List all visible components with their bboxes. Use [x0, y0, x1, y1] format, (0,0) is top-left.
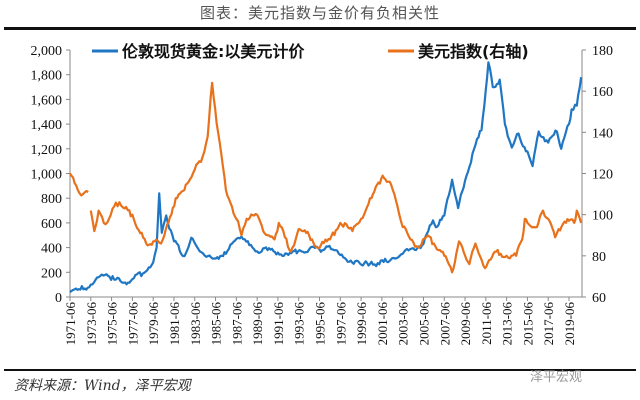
- x-tick-label: 1985-06: [209, 302, 224, 346]
- left-tick-label: 1,800: [31, 69, 63, 84]
- bottom-rule: [4, 369, 636, 371]
- left-tick-label: 1,400: [31, 118, 63, 133]
- x-tick-label: 2003-06: [396, 302, 411, 346]
- left-tick-label: 1,000: [31, 168, 63, 183]
- right-tick-label: 80: [592, 250, 606, 265]
- watermark: 泽平宏观: [530, 370, 583, 385]
- left-tick-label: 2,000: [31, 44, 63, 59]
- x-tick-label: 1971-06: [63, 302, 78, 346]
- x-tick-label: 2019-06: [562, 302, 577, 346]
- x-tick-label: 1979-06: [146, 302, 161, 346]
- x-tick-label: 1995-06: [313, 302, 328, 346]
- source-note: 资料来源：Wind，泽平宏观: [14, 378, 191, 394]
- left-tick-label: 0: [55, 291, 62, 306]
- left-tick-label: 200: [41, 266, 62, 281]
- x-tick-label: 1973-06: [84, 302, 99, 346]
- right-tick-label: 140: [592, 126, 613, 141]
- x-tick-label: 1989-06: [250, 302, 265, 346]
- left-tick-label: 800: [41, 192, 62, 207]
- legend-gold-label: 伦敦现货黄金:以美元计价: [122, 42, 305, 61]
- x-tick-label: 1975-06: [105, 302, 120, 346]
- x-tick-label: 1987-06: [229, 302, 244, 346]
- left-tick-label: 1,200: [31, 143, 63, 158]
- dollar-index-line: [69, 172, 89, 197]
- x-tick-label: 1997-06: [333, 302, 348, 346]
- x-tick-label: 1991-06: [271, 302, 286, 346]
- dollar-index-line: [89, 81, 583, 274]
- right-tick-label: 60: [592, 291, 606, 306]
- chart-title: 图表：美元指数与金价有负相关性: [199, 4, 440, 22]
- x-tick-label: 1999-06: [354, 302, 369, 346]
- x-tick-label: 2007-06: [437, 302, 452, 346]
- x-tick-label: 2015-06: [520, 302, 535, 346]
- right-tick-label: 160: [592, 85, 613, 100]
- x-tick-label: 2001-06: [375, 302, 390, 346]
- x-tick-label: 1983-06: [188, 302, 203, 346]
- top-rule: [4, 27, 636, 30]
- right-tick-label: 100: [592, 209, 613, 224]
- gold-price-line: [69, 61, 583, 293]
- x-tick-label: 2013-06: [500, 302, 515, 346]
- left-tick-label: 1,600: [31, 93, 63, 108]
- x-tick-label: 1993-06: [292, 302, 307, 346]
- x-tick-label: 2017-06: [541, 302, 556, 346]
- x-tick-label: 1977-06: [125, 302, 140, 346]
- right-tick-label: 180: [592, 44, 613, 59]
- legend-dollar-label: 美元指数(右轴): [418, 42, 529, 61]
- x-tick-label: 1981-06: [167, 302, 182, 346]
- x-tick-label: 2005-06: [416, 302, 431, 346]
- left-tick-label: 400: [41, 242, 62, 257]
- right-tick-label: 120: [592, 168, 613, 183]
- x-tick-label: 2009-06: [458, 302, 473, 346]
- x-tick-label: 2011-06: [479, 302, 494, 345]
- left-tick-label: 600: [41, 217, 62, 232]
